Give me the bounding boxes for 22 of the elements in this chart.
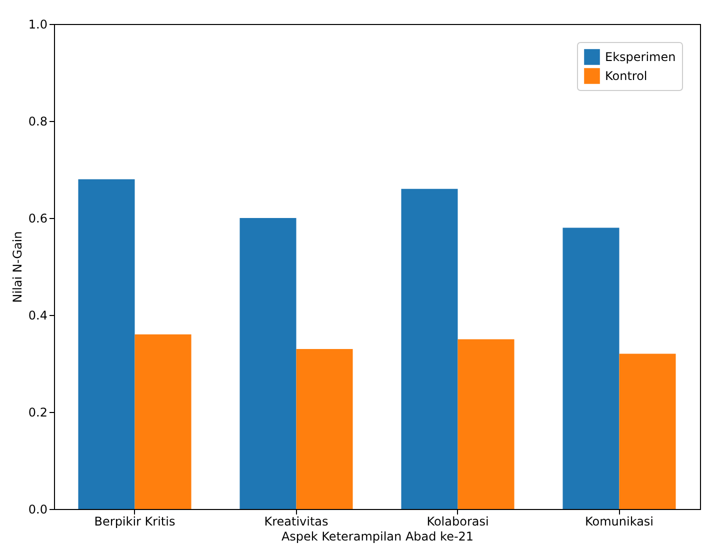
y-tick-label: 0.0: [28, 502, 48, 516]
bar: [78, 179, 135, 509]
x-axis-title: Aspek Keterampilan Abad ke-21: [281, 530, 474, 544]
bar: [562, 228, 620, 509]
bar: [401, 188, 458, 509]
y-tick-label: 0.8: [28, 114, 48, 128]
x-tick-label: Kreativitas: [264, 514, 328, 528]
legend-label: Eksperimen: [605, 50, 676, 64]
bar: [458, 339, 514, 509]
legend-label: Kontrol: [605, 69, 648, 83]
bar: [619, 354, 676, 509]
y-axis-title: Nilai N-Gain: [10, 231, 24, 303]
x-tick-label: Komunikasi: [584, 514, 654, 528]
y-tick-label: 0.4: [28, 308, 48, 322]
x-tick-label: Berpikir Kritis: [94, 514, 176, 528]
y-tick-label: 1.0: [28, 18, 48, 32]
x-tick-label: Kolaborasi: [426, 514, 489, 528]
bar: [296, 348, 353, 509]
bar: [134, 334, 192, 509]
bar: [240, 218, 296, 509]
y-tick-label: 0.6: [28, 212, 48, 226]
y-tick-label: 0.2: [28, 406, 48, 420]
